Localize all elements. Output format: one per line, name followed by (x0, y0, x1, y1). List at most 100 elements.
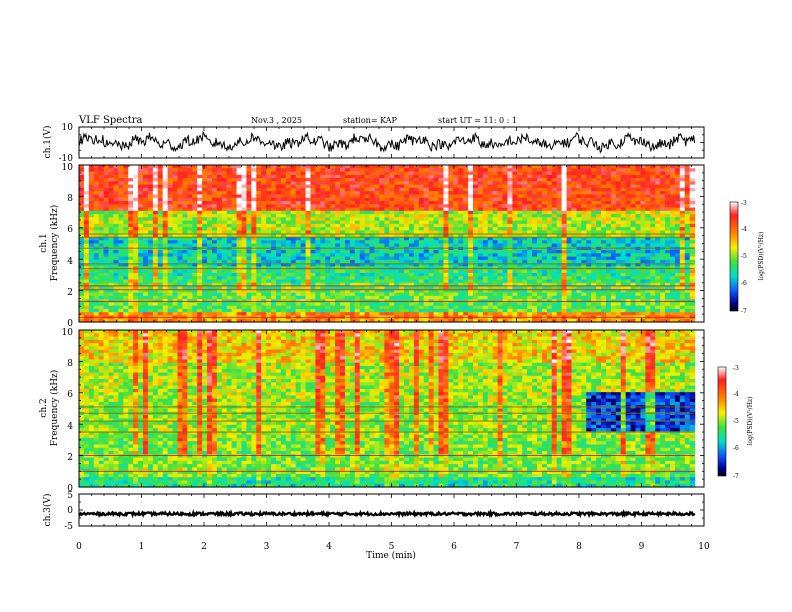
spectrogram-cell (305, 236, 312, 241)
spectrogram-cell (261, 272, 267, 277)
spectrogram-cell (211, 230, 218, 235)
spectrogram-cell (408, 207, 415, 212)
spectrogram-cell (152, 318, 159, 323)
spectrogram-cell (88, 171, 95, 176)
spectrogram-cell (433, 269, 440, 274)
spectrogram-cell (384, 318, 390, 323)
spectrogram-cell (423, 187, 430, 192)
spectrogram-cell (98, 178, 105, 182)
spectrogram-cell (546, 233, 553, 238)
spectrogram-cell (236, 220, 243, 225)
spectrogram-cell (349, 184, 356, 189)
spectrogram-cell (404, 204, 410, 209)
spectrogram-cell (251, 250, 257, 254)
spectrogram-cell (271, 276, 277, 281)
spectrogram-cell (527, 305, 533, 310)
spectrogram-cell (492, 289, 499, 294)
spectrogram-cell (108, 263, 115, 267)
spectrogram-cell (413, 292, 420, 297)
spectrogram-cell (354, 197, 361, 202)
spectrogram-cell (379, 286, 385, 290)
spectrogram-cell (246, 187, 252, 192)
spectrogram-cell (192, 253, 198, 258)
spectrogram-cell (123, 250, 129, 254)
spectrogram-cell (537, 272, 543, 277)
spectrogram-cell (344, 279, 351, 284)
spectrogram-cell (236, 299, 243, 303)
spectrogram-cell (93, 200, 100, 205)
spectrogram-cell (143, 276, 149, 281)
spectrogram-cell (330, 246, 336, 251)
spectrogram-cell (256, 200, 262, 205)
spectrogram-cell (300, 171, 307, 176)
spectrogram-cell (261, 165, 267, 169)
spectrogram-cell (512, 187, 518, 192)
spectrogram-cell (167, 276, 174, 281)
spectrogram-cell (266, 165, 272, 169)
spectrogram-cell (418, 282, 425, 287)
spectrogram-cell (305, 240, 312, 245)
spectrogram-cell (374, 279, 381, 284)
spectrogram-cell (83, 220, 90, 225)
spectrogram-cell (541, 246, 548, 251)
spectrogram-cell (389, 168, 395, 173)
spectrogram-cell (98, 295, 105, 300)
spectrogram-cell (482, 243, 489, 248)
spectrogram-cell (133, 243, 139, 248)
spectrogram-cell (207, 197, 213, 202)
spectrogram-cell (246, 181, 252, 186)
spectrogram-cell (517, 233, 523, 238)
spectrogram-cell (586, 178, 592, 182)
spectrogram-cell (152, 207, 159, 212)
spectrogram-cell (152, 305, 159, 310)
spectrogram-cell (231, 171, 238, 176)
spectrogram-cell (340, 318, 346, 323)
spectrogram-cell (271, 230, 277, 235)
spectrogram-cell (502, 282, 509, 287)
spectrogram-cell (571, 289, 578, 294)
spectrogram-cell (571, 181, 578, 186)
spectrogram-cell (561, 168, 568, 173)
spectrogram-cell (123, 269, 129, 274)
spectrogram-cell (330, 312, 336, 317)
spectrogram-cell (133, 269, 139, 274)
spectrogram-cell (566, 174, 573, 179)
spectrogram-cell (256, 292, 262, 297)
spectrogram-cell (359, 168, 366, 173)
spectrogram-cell (433, 220, 440, 225)
spectrogram-cell (246, 184, 252, 189)
spectrogram-cell (571, 171, 578, 176)
spectrogram-cell (128, 233, 134, 238)
spectrogram-cell (118, 168, 124, 173)
spectrogram-cell (581, 259, 587, 264)
spectrogram-cell (79, 289, 85, 294)
spectrogram-cell (487, 168, 494, 173)
spectrogram-cell (133, 318, 139, 323)
spectrogram-cell (320, 302, 326, 307)
spectrogram-cell (556, 299, 563, 303)
spectrogram-cell (458, 174, 464, 179)
spectrogram-cell (197, 168, 203, 173)
spectrogram-cell (477, 240, 484, 245)
spectrogram-cell (325, 187, 331, 192)
spectrogram-cell (546, 184, 553, 189)
spectrogram-cell (502, 305, 509, 310)
spectrogram-cell (325, 253, 331, 258)
spectrogram-cell (335, 253, 341, 258)
spectrogram-cell (458, 168, 464, 173)
spectrogram-cell (88, 250, 95, 254)
spectrogram-cell (502, 204, 509, 209)
spectrogram-cell (143, 299, 149, 303)
spectrogram-cell (384, 253, 390, 258)
spectrogram-cell (187, 187, 193, 192)
spectrogram-cell (399, 308, 405, 313)
spectrogram-cell (497, 178, 504, 182)
spectrogram-cell (566, 194, 573, 199)
spectrogram-cell (389, 243, 395, 248)
spectrogram-cell (364, 204, 371, 209)
spectrogram-cell (202, 250, 208, 254)
spectrogram-cell (93, 236, 100, 241)
spectrogram-cell (394, 210, 400, 215)
spectrogram-cell (261, 312, 267, 317)
spectrogram-cell (133, 276, 139, 281)
